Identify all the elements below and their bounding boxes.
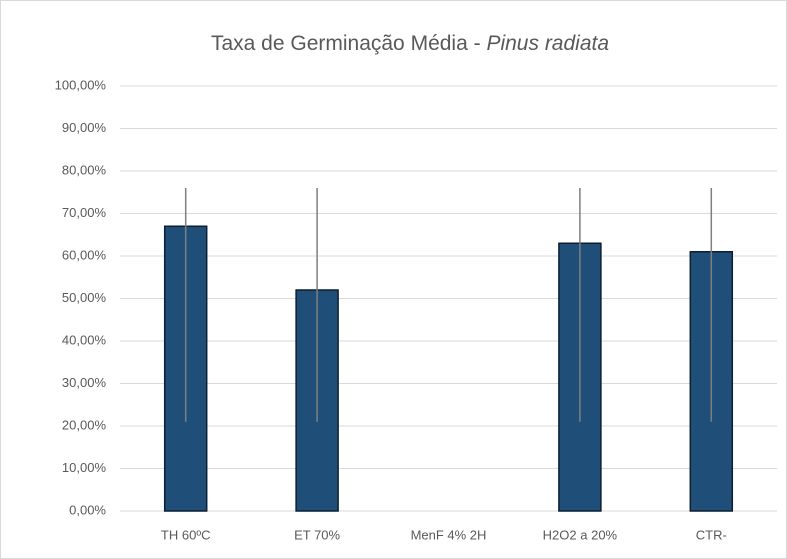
y-tick-label: 10,00% (62, 460, 107, 475)
title-italic: Pinus radiata (486, 32, 609, 55)
y-tick-label: 100,00% (55, 77, 107, 92)
y-tick-label: 40,00% (62, 332, 107, 347)
y-tick-label: 20,00% (62, 417, 107, 432)
x-tick-label: H2O2 a 20% (543, 527, 618, 542)
x-tick-label: MenF 4% 2H (411, 527, 487, 542)
y-tick-label: 90,00% (62, 120, 107, 135)
y-tick-label: 50,00% (62, 290, 107, 305)
x-tick-label: ET 70% (294, 527, 340, 542)
y-tick-label: 30,00% (62, 375, 107, 390)
x-tick-label: CTR- (696, 527, 727, 542)
y-tick-label: 0,00% (69, 502, 106, 517)
y-tick-label: 70,00% (62, 205, 107, 220)
y-tick-label: 80,00% (62, 162, 107, 177)
x-tick-label: TH 60ºC (161, 527, 211, 542)
chart-title: Taxa de Germinação Média - Pinus radiata (211, 32, 609, 55)
y-tick-label: 60,00% (62, 247, 107, 262)
title-text: Taxa de Germinação Média - (211, 32, 481, 55)
